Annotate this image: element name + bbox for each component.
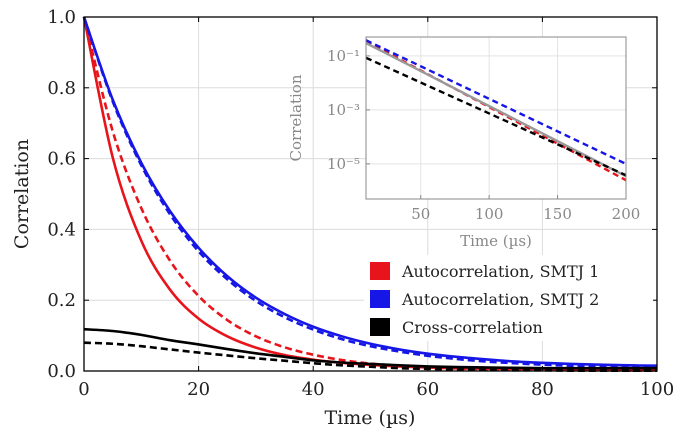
x-tick-label: 20 (187, 379, 210, 400)
tick-layer: 0 20 40 60 80 100 0.0 0.2 0.4 0.6 0.8 1.0 (47, 7, 674, 400)
y-tick-label: 0.8 (47, 78, 76, 99)
y-tick-label: 0.4 (47, 219, 76, 240)
legend-label-1: Autocorrelation, SMTJ 1 (401, 262, 599, 281)
x-tick-label: 80 (531, 379, 554, 400)
inset-frame (365, 36, 627, 200)
inset-x-tick-label: 50 (411, 205, 430, 223)
inset-series-line-1 (365, 40, 627, 182)
inset-tick-layer: 50 100 150 200 10⁻¹ 10⁻³ 10⁻⁵ (327, 47, 640, 223)
y-axis-label: Correlation (11, 139, 33, 249)
inset-y-tick-label: 10⁻³ (327, 101, 360, 119)
y-tick-label: 0.2 (47, 290, 76, 311)
x-tick-label: 60 (416, 379, 439, 400)
series-line-5 (83, 327, 657, 370)
legend-label-3: Cross-correlation (402, 318, 543, 337)
x-tick-label: 0 (78, 379, 89, 400)
inset-x-tick-label: 100 (475, 205, 504, 223)
legend-label-2: Autocorrelation, SMTJ 2 (401, 290, 599, 309)
y-tick-label: 1.0 (47, 7, 76, 28)
inset-chart: 50 100 150 200 10⁻¹ 10⁻³ 10⁻⁵ Time (µs) Correl… (287, 36, 640, 250)
inset-x-tick-label: 150 (543, 205, 572, 223)
y-tick-label: 0.0 (47, 361, 76, 382)
legend: Autocorrelation, SMTJ 1 Autocorrelation, … (364, 255, 653, 341)
legend-swatch-3 (370, 318, 390, 336)
inset-series-line-2 (365, 39, 627, 165)
x-axis-label: Time (µs) (325, 407, 416, 429)
legend-swatch-1 (370, 262, 390, 280)
y-tick-label: 0.6 (47, 149, 76, 170)
inset-series-line-4 (365, 56, 627, 177)
x-tick-label: 40 (302, 379, 325, 400)
inset-series-layer (365, 39, 627, 182)
legend-swatch-2 (370, 290, 390, 308)
legend-background (364, 255, 653, 341)
series-line-3 (82, 16, 658, 367)
inset-y-axis-label: Correlation (287, 74, 305, 161)
inset-series-line-3 (365, 41, 627, 178)
x-tick-label: 100 (640, 379, 674, 400)
plot-frame (83, 16, 658, 372)
inset-x-tick-label: 200 (612, 205, 641, 223)
inset-y-tick-label: 10⁻⁵ (327, 155, 360, 173)
series-line-4 (82, 16, 658, 369)
inset-y-tick-label: 10⁻¹ (327, 47, 360, 65)
inset-x-axis-label: Time (µs) (460, 232, 532, 250)
